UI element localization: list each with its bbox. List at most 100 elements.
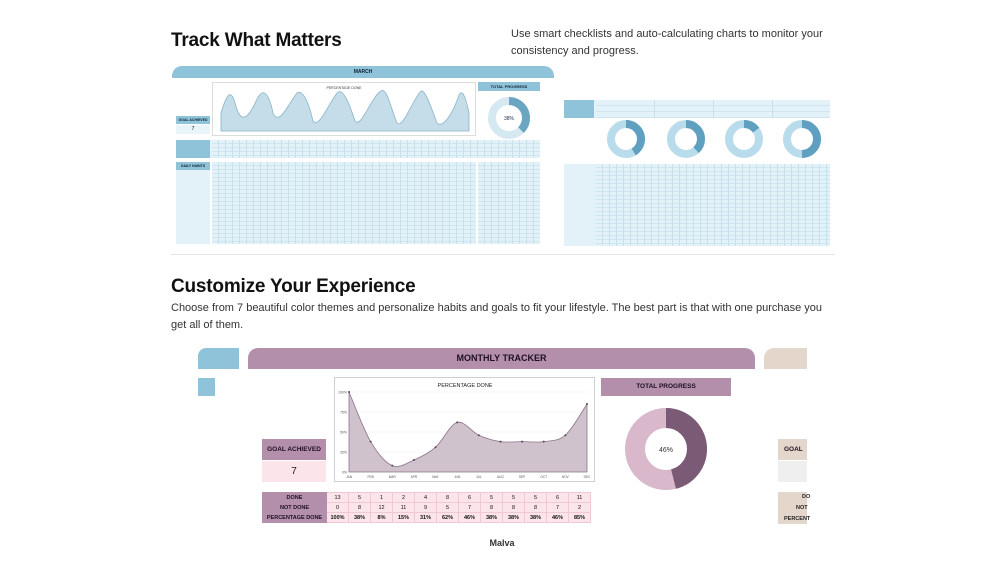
prev-theme-header <box>198 348 239 369</box>
stats-value-cell: 8 <box>436 492 459 503</box>
mini-habits-grid <box>212 162 476 244</box>
donut-center-label: 46% <box>659 447 673 454</box>
stats-value-cell: 6 <box>546 492 569 503</box>
mini-stats-rows <box>176 140 540 158</box>
stats-label-not-done: NOT DONE <box>262 502 327 513</box>
next-theme-stat-label-3: PERCENT <box>784 516 811 522</box>
chart-x-tick-label: MAY <box>432 475 440 479</box>
chart-title: PERCENTAGE DONE <box>438 383 493 389</box>
chart-x-tick-label: JUL <box>476 475 482 479</box>
month-label: MARCH <box>353 69 373 75</box>
mini-consistency-grid <box>478 162 540 244</box>
stats-row-percentage: PERCENTAGE DONE 100% 38% 8% 15% 31% 62% 46% 38%… <box>262 512 591 523</box>
percentage-done-chart: PERCENTAGE DONE 0% 25% 50% 75% 100% JAN FEB MA… <box>334 377 595 482</box>
next-theme-stat-label-2: NOT <box>796 505 808 511</box>
chart-x-tick-label: APR <box>411 475 418 479</box>
stats-value-cell: 13 <box>326 492 349 503</box>
chart-data-point <box>477 434 480 437</box>
chart-data-point <box>412 459 415 461</box>
mini-chart-area <box>220 90 470 132</box>
goal-achieved-value: 7 <box>262 461 326 482</box>
stats-value-cell: 38% <box>524 512 547 523</box>
chart-x-tick-label: FEB <box>368 475 374 479</box>
weekly-habits-grid <box>564 164 830 246</box>
chart-area <box>348 391 588 473</box>
total-progress-label: TOTAL PROGRESS <box>601 378 731 396</box>
weekly-sheet-preview: WEEKLY HABITS <box>564 100 830 246</box>
stats-value-cell: 46% <box>546 512 569 523</box>
mini-percentage-chart: PERCENTAGE DONE <box>212 82 476 136</box>
chart-x-tick-label: MAR <box>389 475 397 479</box>
stats-value-cell: 2 <box>568 502 591 513</box>
stats-value-cell: 46% <box>458 512 481 523</box>
next-theme-goal-label: GOAL A <box>778 439 807 474</box>
chart-x-tick-label: OCT <box>540 475 547 479</box>
weekly-donut-1 <box>607 120 645 158</box>
weekly-donut-4 <box>783 120 821 158</box>
stats-value-cell: 9 <box>414 502 437 513</box>
weekly-donuts <box>607 120 821 158</box>
mini-goal-achieved-value: 7 <box>176 125 210 134</box>
march-sheet-preview: MARCH PERCENTAGE DONE TOTAL PROGRESS 38%… <box>172 66 554 248</box>
chart-data-point <box>586 403 588 405</box>
mini-goal-achieved-label: GOAL ACHIEVED <box>176 116 210 124</box>
month-header: MARCH <box>172 66 554 78</box>
mini-total-progress-donut: 38% <box>488 97 530 139</box>
monthly-stats-table: DONE 13 5 1 2 4 8 6 5 5 5 6 11 NOT DONE 0 8 12 11 9 5 7 8 8… <box>262 492 591 523</box>
section-divider <box>171 254 835 255</box>
mini-habits-names <box>176 170 210 244</box>
chart-y-tick-label: 75% <box>340 411 347 415</box>
stats-value-cell: 12 <box>370 502 393 513</box>
prev-theme-cell <box>198 378 215 396</box>
stats-value-cell: 1 <box>370 492 393 503</box>
stats-value-cell: 5 <box>502 492 525 503</box>
chart-data-point <box>348 391 350 393</box>
chart-data-point <box>564 434 567 437</box>
stats-value-cell: 8 <box>348 502 371 513</box>
stats-value-cell: 8% <box>370 512 393 523</box>
stats-value-cell: 8 <box>524 502 547 513</box>
chart-data-point <box>499 440 502 443</box>
theme-name-caption: Malva <box>489 538 515 548</box>
stats-value-cell: 5 <box>436 502 459 513</box>
chart-y-tick-label: 100% <box>338 391 347 395</box>
stats-value-cell: 11 <box>392 502 415 513</box>
chart-x-tick-label: DEC <box>584 475 591 479</box>
mini-chart-svg <box>220 90 470 132</box>
stats-value-cell: 38% <box>348 512 371 523</box>
stats-value-cell: 85% <box>568 512 591 523</box>
weekly-donut-2 <box>667 120 705 158</box>
total-progress-donut: 46% <box>625 408 707 490</box>
mini-total-progress-value: 38% <box>504 116 515 122</box>
weekly-donut-3 <box>725 120 763 158</box>
chart-x-tick-label: SEP <box>519 475 525 479</box>
monthly-tracker-header: MONTHLY TRACKER <box>248 348 755 369</box>
stats-label-done: DONE <box>262 492 327 503</box>
mini-chart-title: PERCENTAGE DONE <box>326 86 362 90</box>
stats-value-cell: 8 <box>502 502 525 513</box>
stats-value-cell: 11 <box>568 492 591 503</box>
stats-label-percentage: PERCENTAGE DONE <box>262 512 327 523</box>
chart-data-point <box>521 440 524 443</box>
chart-y-tick-label: 50% <box>340 431 347 435</box>
goal-achieved-label: GOAL ACHIEVED <box>262 439 326 460</box>
chart-x-tick-label: NOV <box>562 475 570 479</box>
chart-x-tick-label: AUG <box>497 475 504 479</box>
stats-value-cell: 7 <box>546 502 569 513</box>
track-section-description: Use smart checklists and auto-calculatin… <box>511 28 823 57</box>
mini-stats-label-col <box>176 140 210 158</box>
stats-value-cell: 0 <box>326 502 349 513</box>
stats-value-cell: 5 <box>480 492 503 503</box>
stats-value-cell: 5 <box>348 492 371 503</box>
percentage-done-chart-svg: PERCENTAGE DONE 0% 25% 50% 75% 100% JAN FEB MA… <box>338 383 591 479</box>
chart-data-point <box>369 440 372 443</box>
stats-value-cell: 31% <box>414 512 437 523</box>
next-theme-goal-value <box>778 461 807 482</box>
next-theme-header <box>764 348 807 369</box>
stats-value-cell: 38% <box>502 512 525 523</box>
stats-value-cell: 8 <box>480 502 503 513</box>
customize-section-title: Customize Your Experience <box>171 276 416 297</box>
stats-row-not-done: NOT DONE 0 8 12 11 9 5 7 8 8 8 7 2 <box>262 502 591 513</box>
mini-total-progress-label: TOTAL PROGRESS <box>478 82 540 91</box>
stats-value-cell: 4 <box>414 492 437 503</box>
